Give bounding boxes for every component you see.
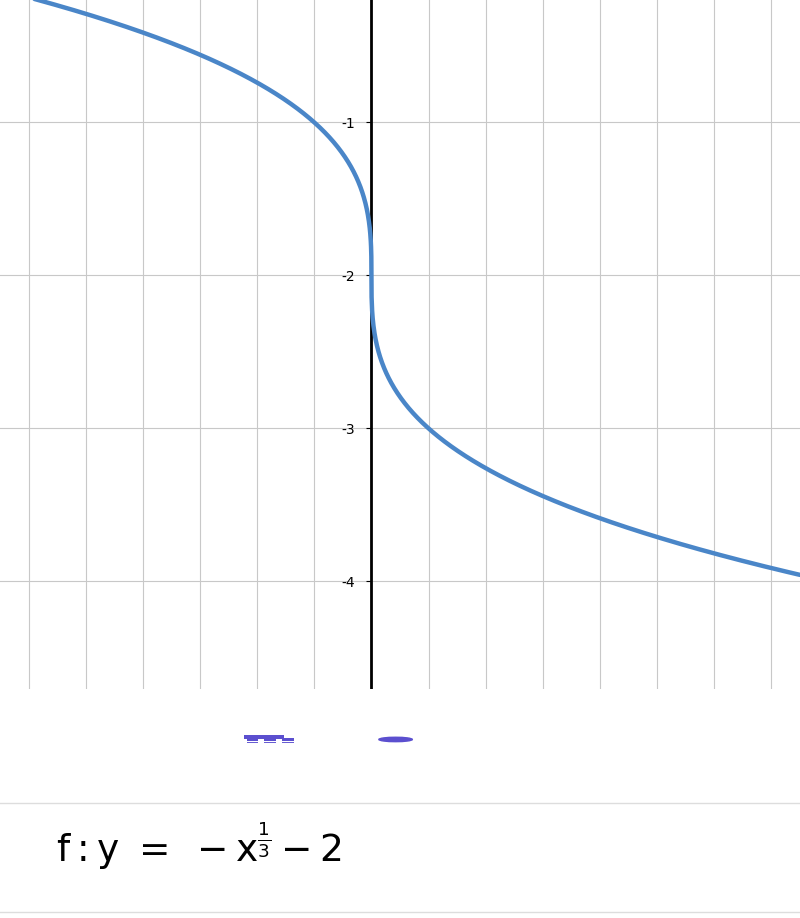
FancyBboxPatch shape	[244, 735, 284, 739]
FancyBboxPatch shape	[282, 742, 294, 743]
Text: $\mathsf{f : y \ = \ -x^{\frac{1}{3}} - 2}$: $\mathsf{f : y \ = \ -x^{\frac{1}{3}} - …	[56, 821, 342, 872]
FancyBboxPatch shape	[282, 740, 294, 742]
FancyBboxPatch shape	[265, 738, 276, 740]
FancyBboxPatch shape	[246, 742, 258, 743]
FancyBboxPatch shape	[282, 738, 294, 740]
FancyBboxPatch shape	[236, 734, 292, 744]
FancyBboxPatch shape	[246, 738, 258, 740]
FancyBboxPatch shape	[246, 740, 258, 742]
FancyBboxPatch shape	[528, 736, 545, 743]
FancyBboxPatch shape	[265, 740, 276, 742]
FancyBboxPatch shape	[265, 742, 276, 743]
FancyBboxPatch shape	[505, 736, 522, 743]
FancyBboxPatch shape	[502, 733, 570, 736]
Polygon shape	[362, 733, 438, 744]
FancyBboxPatch shape	[552, 736, 569, 743]
Circle shape	[379, 737, 412, 742]
